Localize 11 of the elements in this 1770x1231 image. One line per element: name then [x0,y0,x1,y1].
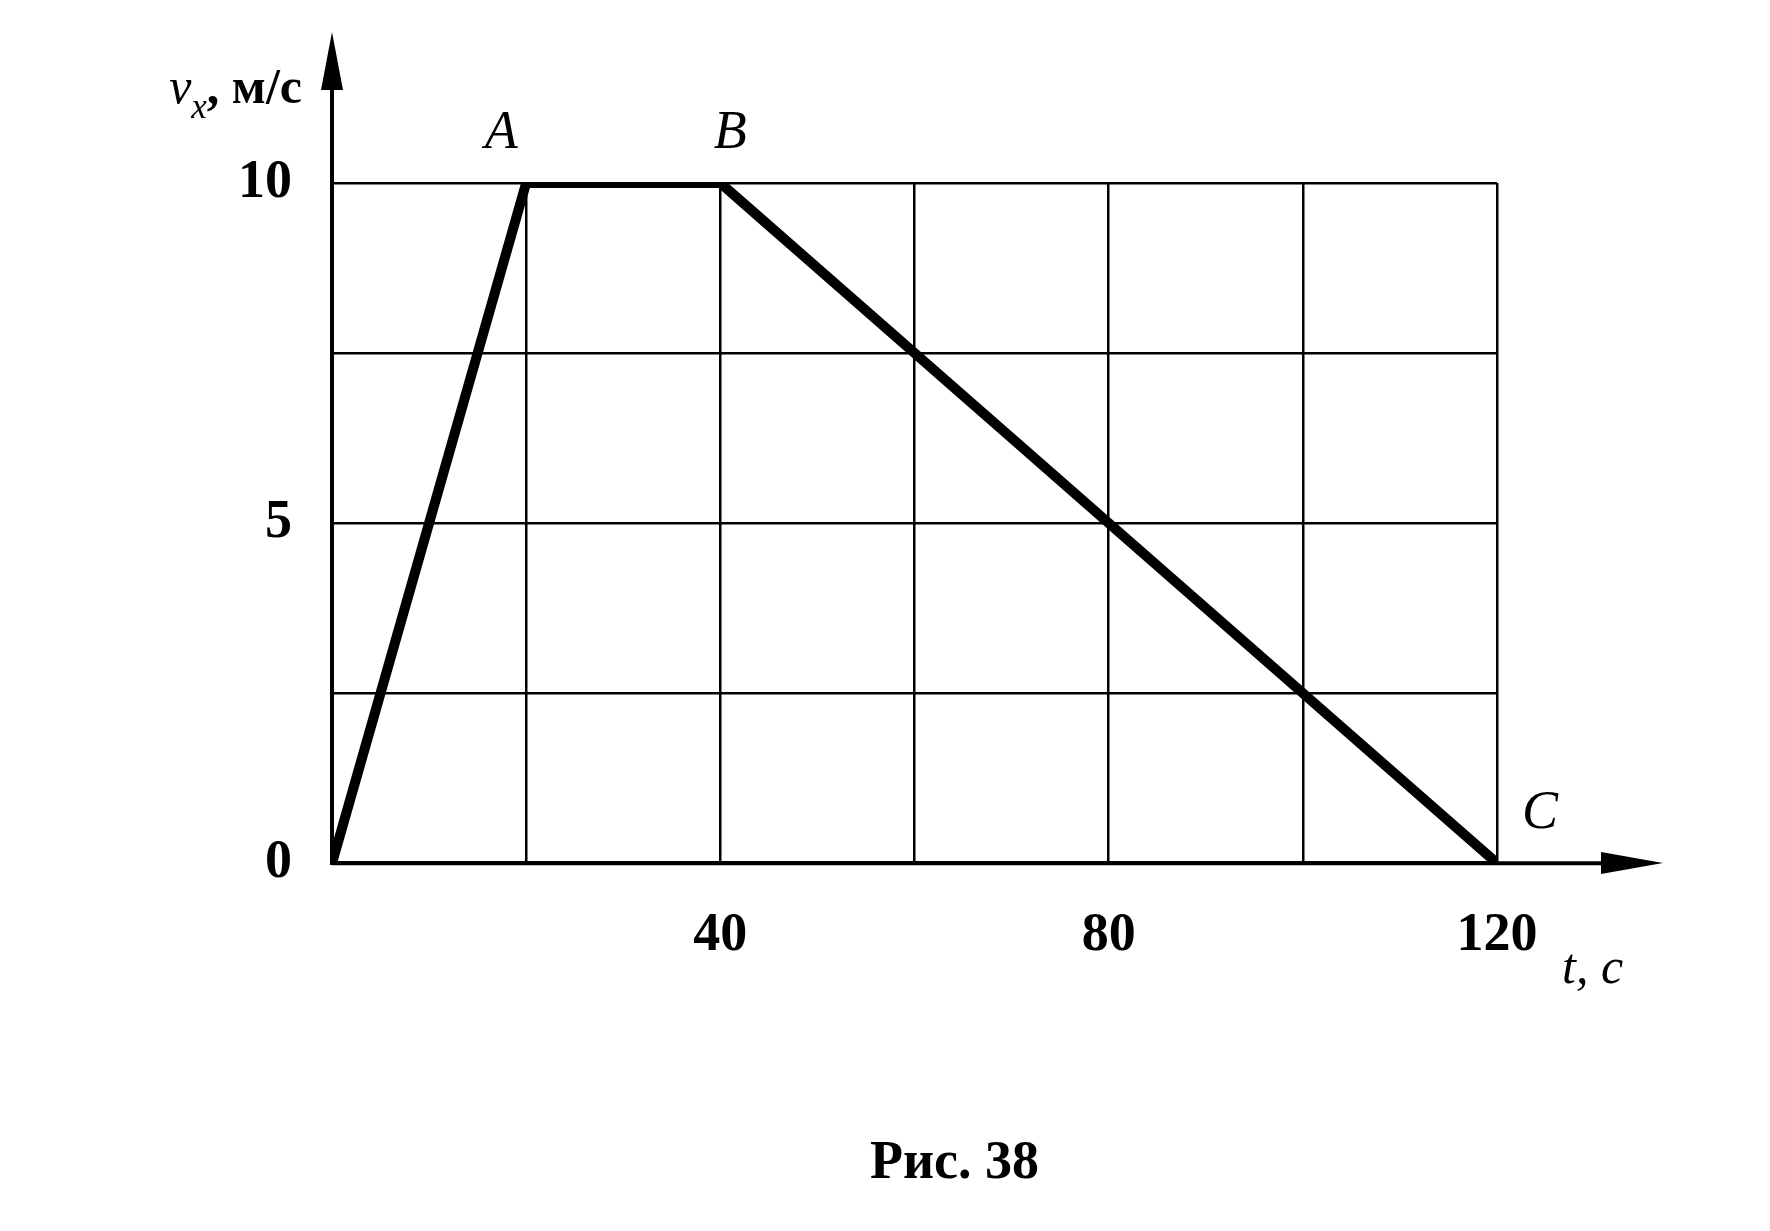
x-axis-title: t, с [1562,938,1624,995]
annotation: A [481,100,519,160]
x-tick-label: 40 [693,901,748,962]
annotation: C [1522,780,1559,841]
y-tick-label: 10 [238,148,292,209]
y-tick-label: 0 [265,829,292,890]
x-tick-label: 120 [1456,901,1538,962]
y-tick-label: 5 [265,489,292,550]
text: Рис. 38 [869,1130,1040,1190]
x-tick-label: 80 [1081,901,1136,962]
annotation: B [713,100,747,160]
